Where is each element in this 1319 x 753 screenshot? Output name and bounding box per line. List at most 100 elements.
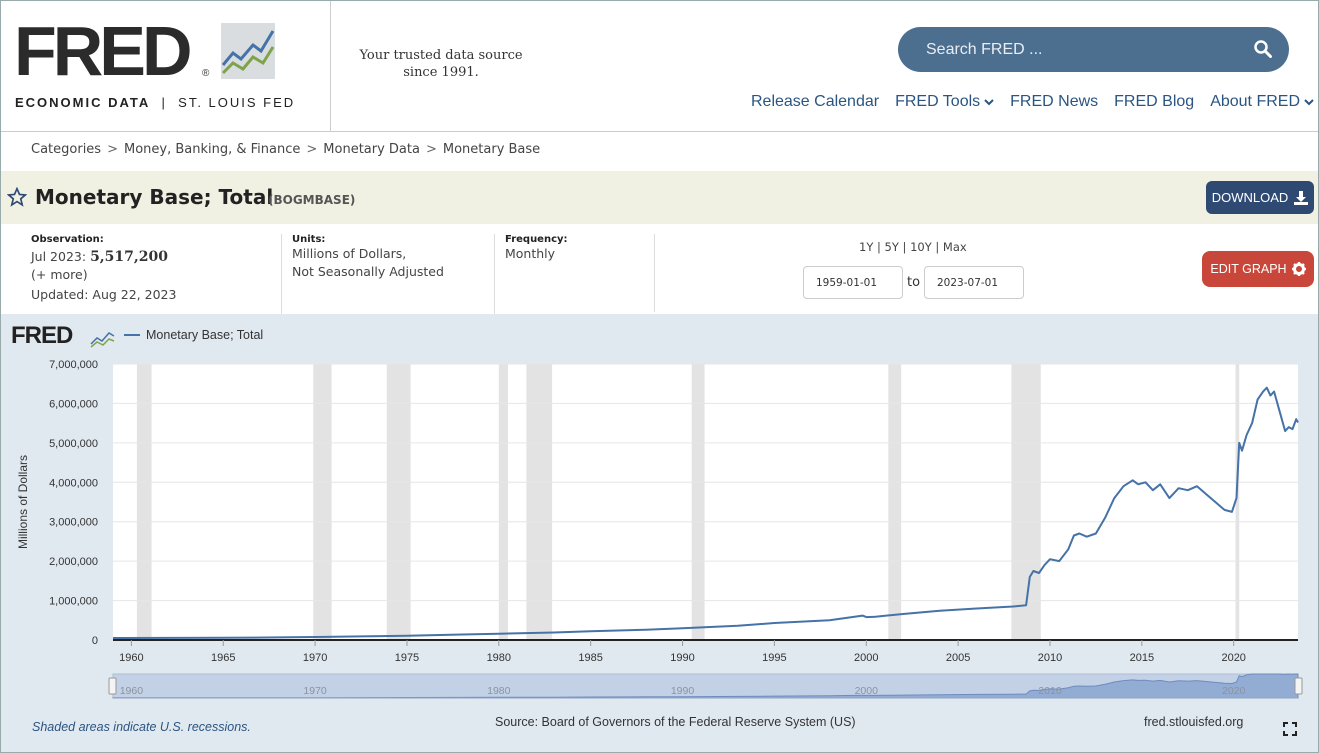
edit-graph-label: EDIT GRAPH bbox=[1210, 262, 1287, 276]
meta-divider bbox=[654, 234, 655, 312]
series-title: Monetary Base; Total bbox=[35, 185, 274, 209]
x-tick-label: 1960 bbox=[119, 652, 143, 664]
x-tick-label: 2015 bbox=[1130, 652, 1154, 664]
nav-fred-blog[interactable]: FRED Blog bbox=[1114, 92, 1194, 112]
nav-label: FRED News bbox=[1010, 93, 1099, 110]
frequency-label: Frequency: bbox=[505, 234, 568, 245]
to-label: to bbox=[907, 275, 921, 290]
breadcrumb-separator: > bbox=[107, 142, 118, 157]
logo-chart-icon bbox=[221, 23, 275, 79]
download-label: DOWNLOAD bbox=[1211, 190, 1289, 205]
tagline: Your trusted data source since 1991. bbox=[359, 48, 523, 80]
nav-fred-tools[interactable]: FRED Tools bbox=[895, 92, 994, 112]
breadcrumb: Categories > Money, Banking, & Finance > Mon… bbox=[31, 142, 540, 157]
x-tick-label: 2020 bbox=[1221, 652, 1245, 664]
navigator-tick-label: 1990 bbox=[671, 685, 695, 697]
observation-block: Observation: Jul 2023: 5,517,200 (+ more… bbox=[31, 234, 176, 314]
nav-label: FRED Blog bbox=[1114, 93, 1195, 110]
search-bar[interactable] bbox=[898, 27, 1289, 72]
search-input[interactable] bbox=[926, 27, 1246, 72]
x-tick-label: 1975 bbox=[395, 652, 419, 664]
breadcrumb-money-banking[interactable]: Money, Banking, & Finance bbox=[123, 142, 301, 157]
plot-background bbox=[113, 364, 1298, 640]
gear-icon bbox=[1291, 262, 1306, 276]
breadcrumb-monetary-data[interactable]: Monetary Data bbox=[323, 142, 420, 157]
x-tick-label: 2000 bbox=[854, 652, 878, 664]
y-tick-label: 6,000,000 bbox=[49, 398, 98, 410]
observation-value: 5,517,200 bbox=[90, 249, 168, 265]
logo-sub-divider: | bbox=[155, 95, 173, 110]
recession-band bbox=[888, 364, 902, 640]
breadcrumb-categories[interactable]: Categories bbox=[31, 142, 102, 157]
navigator-tick-label: 1970 bbox=[303, 685, 327, 697]
chart: 0 1,000,000 2,000,000 3,000,000 4,000,000 5,0… bbox=[16, 332, 1303, 699]
navigator-tick-label: 1960 bbox=[120, 685, 144, 697]
units-line2: Not Seasonally Adjusted bbox=[292, 264, 444, 279]
legend-label: Monetary Base; Total bbox=[146, 328, 264, 342]
search-icon[interactable] bbox=[1254, 40, 1272, 58]
range-max[interactable]: Max bbox=[942, 240, 967, 254]
x-tick-label: 1970 bbox=[303, 652, 327, 664]
units-label: Units: bbox=[292, 234, 326, 245]
breadcrumb-monetary-base[interactable]: Monetary Base bbox=[442, 142, 541, 157]
navigator-tick-label: 2000 bbox=[855, 685, 879, 697]
chart-fred-logo: FRED bbox=[11, 322, 73, 349]
graph-area: 0 1,000,000 2,000,000 3,000,000 4,000,000 5,0… bbox=[1, 314, 1318, 752]
main-nav: Release Calendar FRED Tools FRED News FR… bbox=[751, 92, 1314, 112]
logo-registered-mark: ® bbox=[202, 68, 210, 79]
logo-subtitle: ECONOMIC DATA | ST. LOUIS FED bbox=[15, 95, 295, 110]
series-id: (BOGMBASE) bbox=[268, 193, 356, 207]
navigator-handle-right bbox=[1294, 677, 1303, 695]
recession-band bbox=[313, 364, 332, 640]
x-tick-label: 1980 bbox=[487, 652, 511, 664]
logo-sub-economic: ECONOMIC DATA bbox=[15, 95, 151, 110]
more-link[interactable]: (+ more) bbox=[31, 267, 88, 282]
y-tick-label: 2,000,000 bbox=[49, 556, 98, 568]
x-tick-label: 1990 bbox=[670, 652, 694, 664]
source-note: Source: Board of Governors of the Federa… bbox=[495, 715, 856, 729]
recession-note: Shaded areas indicate U.S. recessions. bbox=[32, 720, 251, 734]
x-tick-label: 1995 bbox=[762, 652, 786, 664]
fullscreen-icon[interactable] bbox=[1283, 722, 1297, 736]
legend-swatch bbox=[124, 334, 140, 336]
logo-sub-stlouis: ST. LOUIS FED bbox=[178, 95, 296, 110]
recession-band bbox=[498, 364, 508, 640]
x-tick-label: 2005 bbox=[946, 652, 970, 664]
navigator-tick-label: 1980 bbox=[487, 685, 511, 697]
frequency-value: Monthly bbox=[505, 246, 556, 261]
x-tick-label: 1965 bbox=[211, 652, 235, 664]
breadcrumb-separator: > bbox=[306, 142, 318, 157]
range-10y[interactable]: 10Y bbox=[910, 240, 932, 254]
recession-band bbox=[136, 364, 152, 640]
edit-graph-button[interactable]: EDIT GRAPH bbox=[1202, 251, 1314, 287]
chevron-down-icon bbox=[1304, 99, 1314, 106]
fred-url[interactable]: fred.stlouisfed.org bbox=[1144, 715, 1244, 729]
observation-date: Jul 2023: bbox=[31, 249, 87, 264]
chart-logo-icon bbox=[90, 338, 115, 348]
nav-fred-news[interactable]: FRED News bbox=[1010, 92, 1098, 112]
chart-logo-icon bbox=[90, 332, 115, 345]
star-icon[interactable] bbox=[7, 187, 27, 207]
series-line bbox=[112, 386, 1299, 639]
fred-logo[interactable]: FRED ® ECONOMIC DATA | ST. LOUIS FED bbox=[1, 1, 331, 131]
x-tick-label: 1985 bbox=[578, 652, 602, 664]
navigator-tick-label: 2010 bbox=[1038, 685, 1062, 697]
recession-band bbox=[386, 364, 411, 640]
start-date-input[interactable]: 1959-01-01 bbox=[803, 266, 903, 299]
range-1y[interactable]: 1Y bbox=[859, 240, 874, 254]
recession-band bbox=[691, 364, 705, 640]
series-title-bar: Monetary Base; Total (BOGMBASE) DOWNLOAD bbox=[1, 171, 1318, 224]
nav-about-fred[interactable]: About FRED bbox=[1210, 92, 1314, 112]
navigator-handle-left bbox=[108, 677, 117, 695]
observation-label: Observation: bbox=[31, 234, 104, 245]
observation-line: Jul 2023: 5,517,200 bbox=[31, 248, 176, 266]
y-tick-label: 0 bbox=[92, 635, 98, 647]
end-date-input[interactable]: 2023-07-01 bbox=[924, 266, 1024, 299]
range-5y[interactable]: 5Y bbox=[884, 240, 899, 254]
download-button[interactable]: DOWNLOAD bbox=[1206, 181, 1314, 214]
navigator-tick-label: 2020 bbox=[1222, 685, 1246, 697]
nav-release-calendar[interactable]: Release Calendar bbox=[751, 92, 879, 112]
logo-wordmark: FRED bbox=[14, 12, 193, 90]
chart-legend: Monetary Base; Total bbox=[124, 328, 263, 342]
